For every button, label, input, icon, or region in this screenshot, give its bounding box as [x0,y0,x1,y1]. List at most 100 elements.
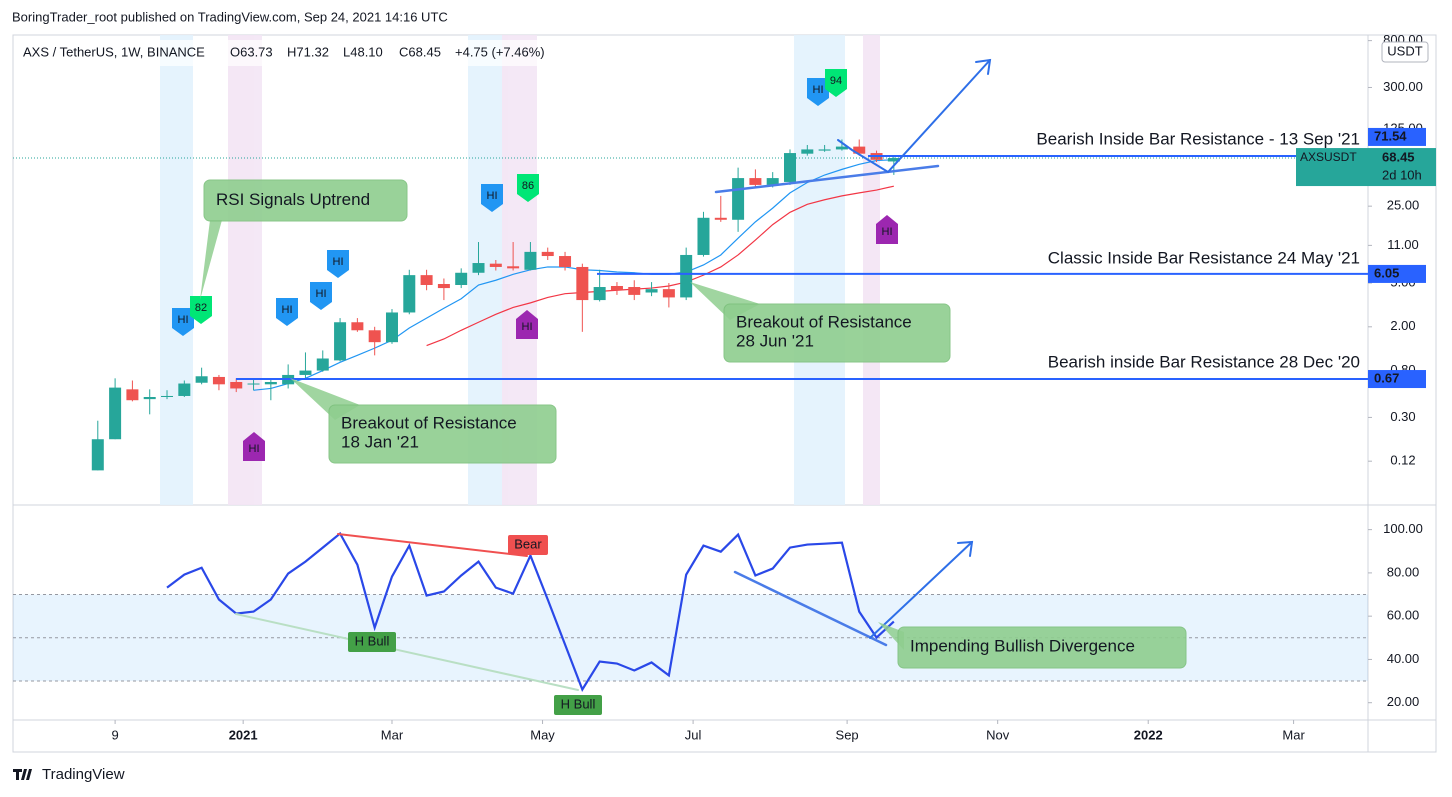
signal-marker [243,432,265,461]
candle-body [437,284,450,289]
highlight [160,35,193,505]
rsi-label: H Bull [561,696,596,711]
candle-body [749,178,762,185]
candle-body [853,146,866,154]
candle-body [334,322,347,361]
candle-body [368,330,381,343]
currency-box [1381,41,1429,63]
candle-body [472,263,485,273]
candle-body [126,389,139,401]
y-tick-label: 0.30 [1390,409,1415,424]
divergence-line [733,570,888,647]
candle-body [316,358,329,371]
candle-body [662,289,675,298]
candle-body [714,217,727,220]
signal-label: HI [813,84,824,96]
signal-marker [481,184,503,212]
candle-body [593,287,606,301]
signal-label: 82 [195,302,207,314]
x-tick-label: Sep [836,727,859,742]
published-line: BoringTrader_root published on TradingVi… [12,9,448,24]
ohlc-item: O63.73 [230,44,273,59]
divergence-line [337,533,528,557]
x-tick-label: Nov [986,727,1010,742]
y-tick-label: 2.00 [1390,318,1415,333]
signal-marker [190,296,212,324]
annotations: HI HI HI HI HI HI 82 86 94 HI HI HI RSI Signals Uptr… [172,69,1187,715]
resistance-label: Classic Inside Bar Resistance 24 May '21 [1048,248,1360,267]
highlight [794,35,845,505]
y-tick-label: 60.00 [1387,608,1420,623]
price-box [1368,127,1426,146]
signal-label: HI [249,443,260,455]
price-box-label: 71.54 [1374,128,1407,143]
candle-body [559,256,572,267]
signal-marker [172,308,194,336]
rsi-label-box [554,695,602,715]
candle-body [489,263,502,267]
legend-bg [14,40,554,66]
x-tick-label: Mar [381,727,404,742]
candle-body [697,217,710,255]
candle-body [403,275,416,313]
highlight [863,35,880,505]
signal-marker [276,298,298,326]
ohlc-item: H71.32 [287,44,329,59]
candle-body [541,251,554,257]
y-tick-label: 300.00 [1383,79,1423,94]
y-tick-label: 25.00 [1387,198,1420,213]
divergence-line [235,613,579,691]
close-box [1296,148,1436,187]
candle-body [455,272,468,285]
logo [13,769,32,780]
candle-body [887,158,900,162]
ohlc-item: L48.10 [343,44,383,59]
candle-body [385,312,398,343]
rsi-label: Bear [514,536,542,551]
x-tick-label: 2022 [1134,727,1163,742]
callout-tail [200,220,222,300]
callout [328,404,557,464]
y-tick-label: 80.00 [1387,564,1420,579]
signal-marker [516,310,538,339]
signal-marker [517,174,539,202]
footer: TradingView [42,766,125,783]
signal-label: HI [178,314,189,326]
y-tick-label: 11.00 [1387,237,1419,252]
candle-body [351,322,364,331]
candle-body [818,149,831,151]
price-box-label: 0.67 [1374,370,1399,385]
callout-text: Breakout of Resistance [736,312,912,331]
resistance-label: Bearish inside Bar Resistance 28 Dec '20 [1048,353,1360,372]
signal-label: HI [316,288,327,300]
projection-arrow [837,59,991,174]
candle-body [247,383,260,385]
x-tick-label: 9 [111,727,118,742]
candle-body [680,254,693,298]
candle-body [645,289,658,293]
candle-body [628,287,641,295]
candle-body [299,370,312,375]
rsi-pane: 100.00 80.00 60.00 40.00 20.00 9 2021 Mar May Jul… [13,521,1423,742]
y-tick-label: 40.00 [1387,651,1420,666]
candle-body [524,251,537,270]
rsi-label: H Bull [355,633,390,648]
candle-body [507,266,520,269]
callout-text: 18 Jan '21 [341,432,419,451]
candle-body [576,266,589,301]
signal-marker [310,282,332,310]
candle-body [178,383,191,396]
signal-label: HI [282,304,293,316]
price-box [1368,264,1426,283]
candle-body [264,381,277,385]
signal-marker [825,69,847,97]
signal-label: HI [522,321,533,333]
callout-text: RSI Signals Uptrend [216,190,370,209]
candle-body [835,146,848,150]
x-tick-label: May [530,727,555,742]
moving-average [426,185,894,347]
signal-label: 94 [830,75,842,87]
signal-marker [807,78,829,106]
callout [897,626,1187,669]
